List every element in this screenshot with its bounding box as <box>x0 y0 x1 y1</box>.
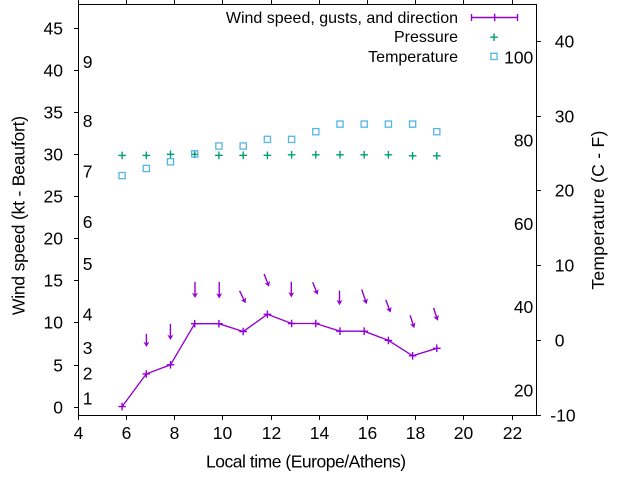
svg-text:30: 30 <box>44 145 64 165</box>
svg-text:0: 0 <box>53 398 63 418</box>
svg-text:100: 100 <box>504 47 533 67</box>
svg-text:10: 10 <box>213 423 233 443</box>
svg-text:4: 4 <box>74 423 84 443</box>
svg-text:6: 6 <box>122 423 132 443</box>
svg-text:15: 15 <box>44 271 63 291</box>
svg-text:Wind speed, gusts, and directi: Wind speed, gusts, and direction <box>226 10 458 27</box>
svg-text:Temperature: Temperature <box>368 49 458 66</box>
svg-text:20: 20 <box>555 181 575 201</box>
svg-text:20: 20 <box>454 423 474 443</box>
svg-text:22: 22 <box>503 423 522 443</box>
svg-text:9: 9 <box>83 52 93 72</box>
svg-text:Local time (Europe/Athens): Local time (Europe/Athens) <box>206 452 406 472</box>
svg-text:8: 8 <box>170 423 180 443</box>
svg-text:Temperature (C - F): Temperature (C - F) <box>588 130 608 289</box>
svg-text:30: 30 <box>555 107 575 127</box>
svg-text:10: 10 <box>44 313 64 333</box>
svg-text:Wind speed (kt - Beaufort): Wind speed (kt - Beaufort) <box>9 116 29 315</box>
svg-text:60: 60 <box>514 214 534 234</box>
svg-text:18: 18 <box>406 423 425 443</box>
svg-text:40: 40 <box>44 61 64 81</box>
svg-text:20: 20 <box>44 229 64 249</box>
svg-text:6: 6 <box>83 212 93 232</box>
svg-text:5: 5 <box>53 356 63 376</box>
svg-text:16: 16 <box>358 423 377 443</box>
svg-text:20: 20 <box>514 381 534 401</box>
svg-text:25: 25 <box>44 187 63 207</box>
svg-text:10: 10 <box>555 256 575 276</box>
svg-text:40: 40 <box>514 297 534 317</box>
svg-text:1: 1 <box>83 389 93 409</box>
svg-text:2: 2 <box>83 363 93 383</box>
svg-text:0: 0 <box>555 331 565 351</box>
svg-text:5: 5 <box>83 254 93 274</box>
svg-text:8: 8 <box>83 111 93 131</box>
svg-text:40: 40 <box>555 32 575 52</box>
svg-text:7: 7 <box>83 162 93 182</box>
svg-text:80: 80 <box>514 131 534 151</box>
svg-text:12: 12 <box>262 423 281 443</box>
svg-text:45: 45 <box>44 19 63 39</box>
svg-text:4: 4 <box>83 305 93 325</box>
svg-text:14: 14 <box>310 423 330 443</box>
svg-text:-10: -10 <box>550 406 576 426</box>
svg-text:Pressure: Pressure <box>394 29 458 46</box>
svg-text:35: 35 <box>44 103 63 123</box>
svg-text:3: 3 <box>83 338 93 358</box>
